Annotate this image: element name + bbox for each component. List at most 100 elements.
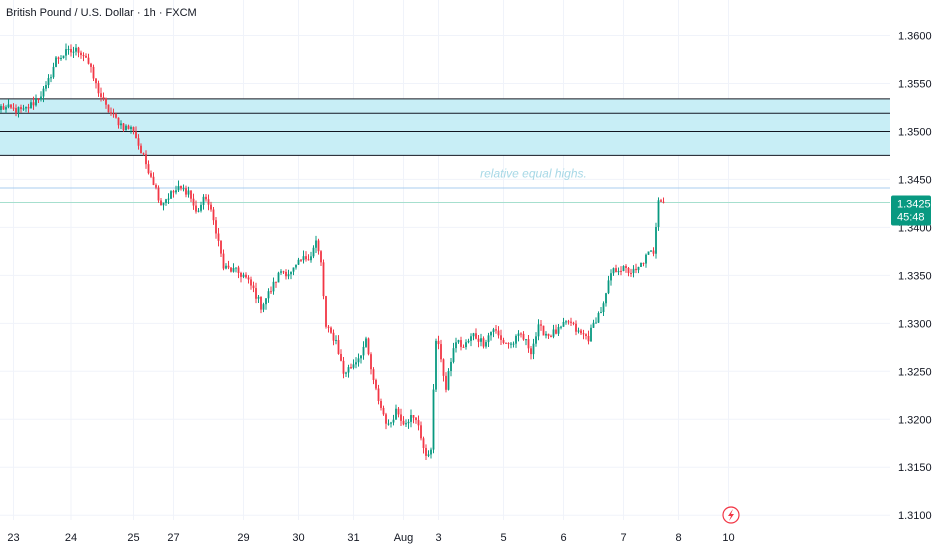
candle-body <box>55 57 57 67</box>
candle-body <box>215 220 217 234</box>
candle-body <box>117 117 120 126</box>
candle-body <box>620 270 622 272</box>
candle-body <box>447 371 450 390</box>
candle-body <box>32 102 35 106</box>
candle-body <box>427 454 430 456</box>
supply-zone <box>0 98 890 156</box>
candle-body <box>592 322 595 328</box>
candle-body <box>537 324 540 337</box>
candle-body <box>47 78 50 86</box>
candle-body <box>457 340 460 343</box>
current-price-tag-bg <box>891 195 931 226</box>
candle-body <box>110 112 112 114</box>
candle-body <box>122 123 125 131</box>
candle-body <box>240 273 242 277</box>
candle-body <box>625 266 627 268</box>
candle-body <box>437 340 440 345</box>
candle-body <box>205 196 207 200</box>
candle-body <box>297 259 300 265</box>
y-tick-label: 1.35000 <box>898 126 932 138</box>
candle-body <box>527 339 530 349</box>
candle-body <box>622 266 625 272</box>
candle-body <box>315 240 317 248</box>
candle-body <box>187 190 190 195</box>
candle-body <box>360 355 362 359</box>
candle-body <box>520 333 522 335</box>
candle-body <box>182 188 185 190</box>
candle-body <box>532 343 535 355</box>
candle-body <box>342 360 345 374</box>
candle-body <box>62 55 65 59</box>
candle-body <box>497 330 500 336</box>
candle-body <box>280 271 282 273</box>
candle-body <box>5 107 7 110</box>
x-tick-label: 6 <box>560 532 566 544</box>
candle-body <box>52 66 55 78</box>
x-tick-label: 31 <box>347 532 359 544</box>
candle-body <box>617 270 620 273</box>
candle-body <box>335 339 337 341</box>
candle-body <box>2 106 5 110</box>
y-tick-label: 1.31000 <box>898 510 932 522</box>
candle-body <box>70 48 72 53</box>
candle-body <box>10 104 12 108</box>
candle-body <box>137 138 140 146</box>
candle-body <box>27 107 30 109</box>
candle-body <box>320 251 322 263</box>
x-tick-label: 29 <box>237 532 249 544</box>
x-tick-label: 30 <box>292 532 304 544</box>
candle-body <box>227 265 230 268</box>
candle-body <box>290 271 292 275</box>
candle-body <box>642 263 645 265</box>
candle-body <box>185 188 187 195</box>
x-tick-label: 27 <box>167 532 179 544</box>
flash-icon[interactable] <box>722 506 740 524</box>
x-tick-label: 7 <box>620 532 626 544</box>
y-tick-label: 1.36000 <box>898 30 932 42</box>
candle-body <box>30 102 32 109</box>
candle-body <box>195 205 197 212</box>
candle-body <box>400 414 402 421</box>
candle-body <box>387 423 390 425</box>
candle-body <box>510 343 512 345</box>
candle-body <box>190 190 192 199</box>
candle-body <box>432 389 435 450</box>
candle-body <box>45 85 47 89</box>
candle-body <box>42 88 45 97</box>
candle-body <box>405 423 407 425</box>
candle-body <box>570 321 572 323</box>
candle-body <box>640 263 642 267</box>
candle-body <box>20 107 22 110</box>
level-lines <box>0 187 890 204</box>
candle-body <box>375 379 377 389</box>
candle-body <box>487 335 490 343</box>
candle-body <box>567 321 570 323</box>
candle-body <box>395 408 397 420</box>
y-tick-label: 1.32500 <box>898 366 932 378</box>
candle-body <box>480 338 482 342</box>
candle-body <box>107 104 110 113</box>
candle-body <box>255 288 257 299</box>
candle-body <box>602 303 605 313</box>
x-tick-label: 24 <box>65 532 77 544</box>
candle-body <box>170 191 172 199</box>
candle-body <box>377 388 380 401</box>
candle-body <box>65 49 67 56</box>
candle-body <box>330 327 332 333</box>
candle-body <box>245 274 247 278</box>
candle-body <box>465 342 467 348</box>
candle-body <box>237 267 240 274</box>
candle-body <box>645 254 647 264</box>
candle-body <box>232 268 235 272</box>
candle-body <box>112 113 115 115</box>
candle-body <box>397 408 400 415</box>
candle-body <box>247 277 250 280</box>
candle-body <box>57 57 60 59</box>
candle-body <box>380 400 382 408</box>
candle-body <box>632 268 635 274</box>
chart-title: British Pound / U.S. Dollar · 1h · FXCM <box>6 7 197 19</box>
candle-body <box>415 417 417 421</box>
candle-body <box>322 262 325 297</box>
candle-body <box>145 154 147 165</box>
